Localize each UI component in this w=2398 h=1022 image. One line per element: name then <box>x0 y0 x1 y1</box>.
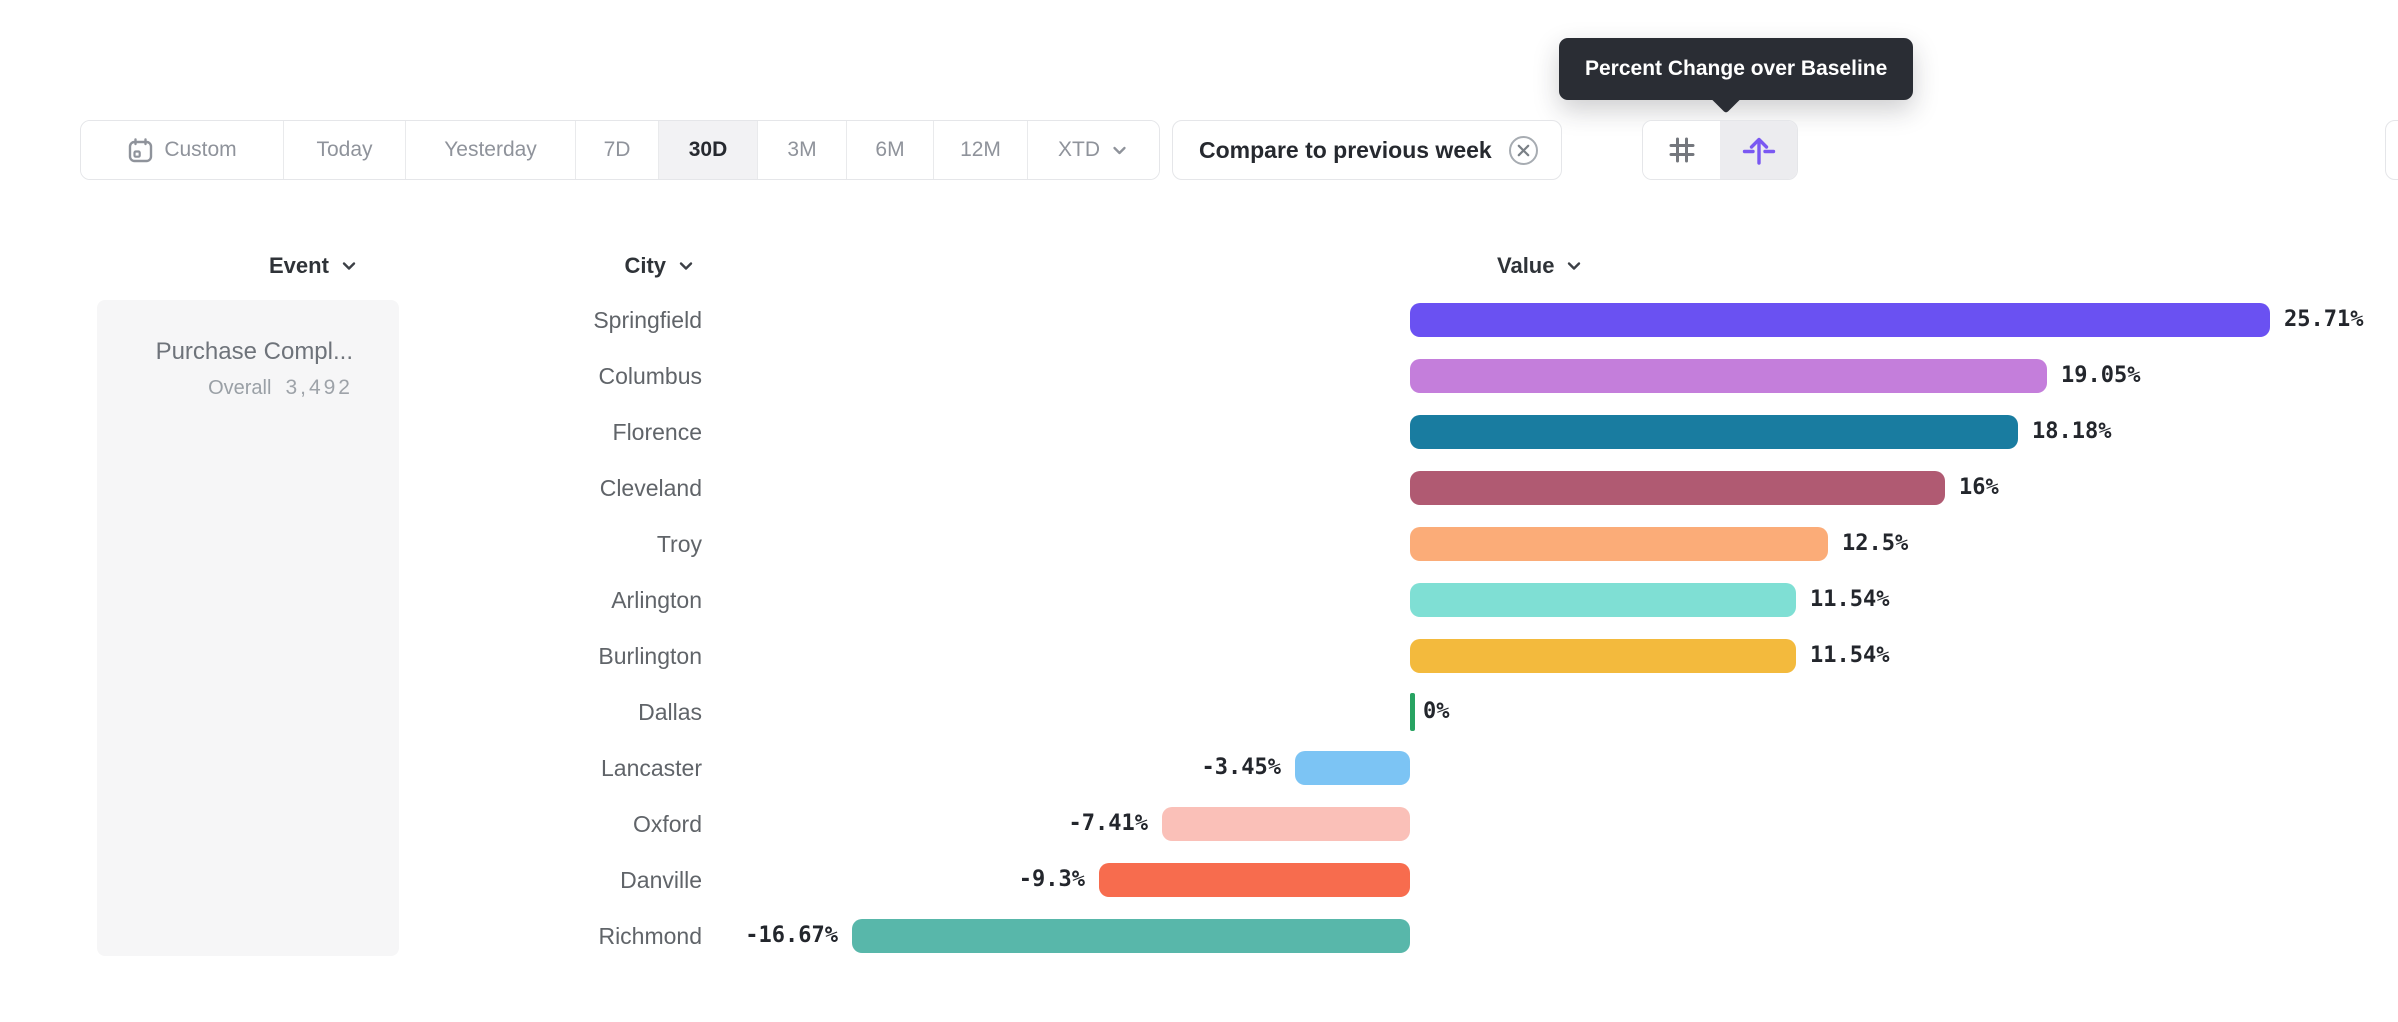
chart-row: Richmond -16.67% <box>0 908 2398 964</box>
chart-row: Burlington 11.54% <box>0 628 2398 684</box>
city-label: Springfield <box>593 307 702 333</box>
hash-grid-icon <box>1669 137 1694 163</box>
chart-row: Cleveland 16% <box>0 460 2398 516</box>
value-label: -9.3% <box>1018 867 1085 892</box>
baseline-lift-icon <box>1742 137 1775 165</box>
bar-cleveland[interactable] <box>1410 471 1945 505</box>
compare-pill[interactable]: Compare to previous week <box>1172 120 1562 180</box>
range-today[interactable]: Today <box>284 121 406 179</box>
value-label: 18.18% <box>2032 419 2112 444</box>
chart-row: Dallas 0% <box>0 684 2398 740</box>
chart-row: Florence 18.18% <box>0 404 2398 460</box>
compare-pill-label: Compare to previous week <box>1199 136 1492 163</box>
range-label: Custom <box>164 138 237 161</box>
chart-row: Danville -9.3% <box>0 852 2398 908</box>
bar-arlington[interactable] <box>1410 583 1796 617</box>
city-label: Lancaster <box>600 755 702 781</box>
city-label: Danville <box>620 867 702 893</box>
value-label: -3.45% <box>1201 755 1281 780</box>
bar-troy[interactable] <box>1410 527 1828 561</box>
range-3m[interactable]: 3M <box>758 121 847 179</box>
city-label: Oxford <box>632 811 702 837</box>
range-label: 7D <box>603 138 631 161</box>
value-label: -16.67% <box>745 923 838 948</box>
city-label: Richmond <box>598 923 702 949</box>
value-label: 25.71% <box>2284 307 2364 332</box>
range-label: Yesterday <box>444 138 537 161</box>
range-label: Today <box>316 138 373 161</box>
view-mode-percent-change-baseline[interactable] <box>1720 121 1797 179</box>
range-label: 3M <box>787 138 817 161</box>
city-label: Columbus <box>598 363 702 389</box>
calendar-icon <box>129 137 153 162</box>
range-12m[interactable]: 12M <box>934 121 1028 179</box>
value-label: 0% <box>1423 699 1450 724</box>
value-label: 12.5% <box>1842 531 1909 556</box>
chart-row: Arlington 11.54% <box>0 572 2398 628</box>
range-30d[interactable]: 30D <box>659 121 758 179</box>
zero-bar[interactable] <box>1410 693 1415 731</box>
column-header-event[interactable]: Event <box>269 250 359 282</box>
tooltip-caret <box>1710 82 1742 114</box>
value-label: 19.05% <box>2061 363 2141 388</box>
range-7d[interactable]: 7D <box>576 121 659 179</box>
event-segment-count: 3,492 <box>285 376 353 399</box>
city-label: Arlington <box>611 587 702 613</box>
bar-lancaster[interactable] <box>1295 751 1410 785</box>
city-label: Cleveland <box>599 475 702 501</box>
bar-burlington[interactable] <box>1410 639 1796 673</box>
range-label: XTD <box>1058 138 1100 161</box>
range-yesterday[interactable]: Yesterday <box>406 121 576 179</box>
value-label: 11.54% <box>1810 587 1890 612</box>
range-custom[interactable]: Custom <box>81 121 284 179</box>
range-6m[interactable]: 6M <box>847 121 934 179</box>
city-label: Dallas <box>638 699 702 725</box>
city-label: Florence <box>612 419 702 445</box>
chart-row: Springfield 25.71% <box>0 292 2398 348</box>
view-mode-toggle-group <box>1642 120 1798 180</box>
chart-row: Oxford -7.41% <box>0 796 2398 852</box>
city-label: Troy <box>656 531 702 557</box>
event-name: Purchase Compl... <box>155 338 353 365</box>
chevron-down-icon <box>342 262 356 270</box>
chart-row: Columbus 19.05% <box>0 348 2398 404</box>
value-label: -7.41% <box>1068 811 1148 836</box>
chart-row: Lancaster -3.45% <box>0 740 2398 796</box>
range-xtd[interactable]: XTD <box>1028 121 1159 179</box>
range-label: 30D <box>688 138 728 161</box>
bar-springfield[interactable] <box>1410 303 2270 337</box>
range-label: 6M <box>875 138 905 161</box>
chevron-down-icon <box>1113 146 1126 154</box>
bar-danville[interactable] <box>1099 863 1410 897</box>
value-label: 16% <box>1959 475 1999 500</box>
view-mode-numbers-grid[interactable] <box>1643 121 1720 179</box>
event-segment-label: Overall <box>208 377 272 399</box>
close-icon[interactable] <box>1508 135 1539 166</box>
bar-columbus[interactable] <box>1410 359 2047 393</box>
bar-florence[interactable] <box>1410 415 2018 449</box>
date-range-group: Custom Today Yesterday 7D 30D 3M 6M 12M XTD <box>80 120 1160 180</box>
value-label: 11.54% <box>1810 643 1890 668</box>
bar-richmond[interactable] <box>852 919 1410 953</box>
city-label: Burlington <box>598 643 702 669</box>
tooltip-text: Percent Change over Baseline <box>1585 57 1888 80</box>
tooltip-percent-change-over-baseline: Percent Change over Baseline <box>1559 38 1914 114</box>
range-label: 12M <box>960 138 1001 161</box>
chart-row: Troy 12.5% <box>0 516 2398 572</box>
column-header-city[interactable]: City <box>500 250 696 282</box>
partial-button-right-edge[interactable] <box>2385 120 2398 180</box>
event-segment: Overall 3,492 <box>208 376 353 400</box>
column-header-value[interactable]: Value <box>1497 250 1584 282</box>
event-card[interactable]: Purchase Compl... Overall 3,492 <box>97 300 399 956</box>
chevron-down-icon <box>1568 262 1581 270</box>
chevron-down-icon <box>679 262 693 270</box>
bar-oxford[interactable] <box>1162 807 1410 841</box>
